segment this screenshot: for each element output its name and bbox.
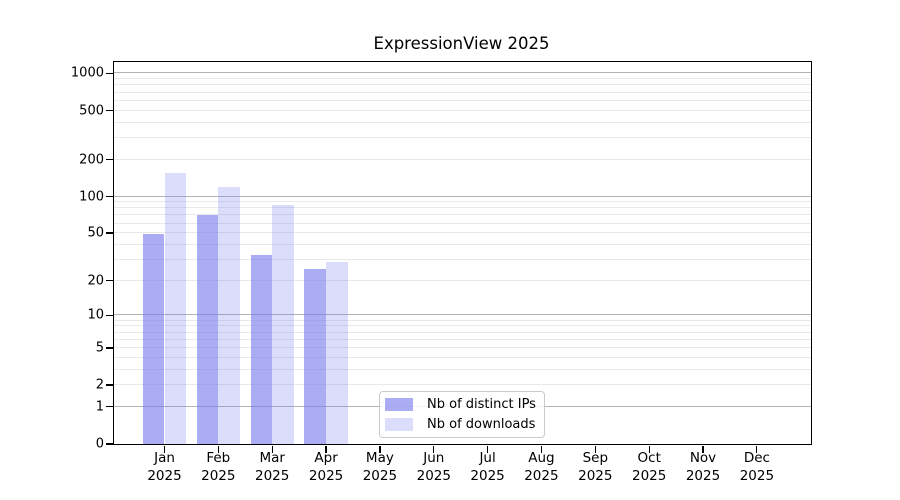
y-tick-mark-200 <box>105 158 113 161</box>
minor-gridline-70 <box>114 214 811 216</box>
y-tick-mark-10 <box>105 314 113 317</box>
major-gridline-100 <box>114 195 811 197</box>
y-tick-label-1000: 1000 <box>70 65 104 81</box>
y-tick-label-0: 0 <box>95 436 104 452</box>
minor-gridline-5 <box>114 346 811 348</box>
minor-gridline-60 <box>114 222 811 224</box>
minor-gridline-500 <box>114 109 811 111</box>
minor-gridline-80 <box>114 207 811 209</box>
y-tick-label-1: 1 <box>95 399 104 415</box>
y-tick-label-200: 200 <box>79 152 104 168</box>
x-tick-label-feb: Feb 2025 <box>201 450 236 484</box>
bar-feb-distinct-ips <box>196 215 219 444</box>
x-tick-mark-feb <box>217 445 219 453</box>
minor-gridline-700 <box>114 91 811 93</box>
y-tick-label-50: 50 <box>87 225 104 241</box>
minor-gridline-400 <box>114 121 811 123</box>
minor-gridline-50 <box>114 232 811 234</box>
y-tick-label-20: 20 <box>87 273 104 289</box>
minor-gridline-20 <box>114 279 811 281</box>
y-tick-mark-1000 <box>105 72 113 75</box>
y-tick-label-100: 100 <box>79 189 104 204</box>
y-tick-mark-1 <box>105 406 113 408</box>
y-tick-mark-100 <box>105 195 113 198</box>
x-tick-mark-nov <box>702 445 704 453</box>
y-tick-label-10: 10 <box>87 307 104 323</box>
x-tick-mark-mar <box>271 445 273 453</box>
minor-gridline-40 <box>114 243 811 245</box>
legend-item-downloads: Nb of downloads <box>385 418 544 431</box>
bar-feb-downloads <box>218 186 240 444</box>
minor-gridline-800 <box>114 84 811 86</box>
legend-label-distinct-ips: Nb of distinct IPs <box>427 397 536 412</box>
x-tick-mark-jan <box>163 445 166 453</box>
x-tick-mark-jul <box>486 445 489 453</box>
chart-title: ExpressionView 2025 <box>373 34 550 53</box>
x-tick-mark-sep <box>594 445 596 453</box>
minor-gridline-3 <box>114 368 811 370</box>
bar-mar-distinct-ips <box>250 254 273 444</box>
y-tick-mark-5 <box>105 347 113 349</box>
x-tick-label-apr: Apr 2025 <box>308 450 344 484</box>
bar-apr-distinct-ips <box>304 269 327 444</box>
minor-gridline-900 <box>114 78 811 80</box>
y-tick-mark-2 <box>105 384 113 386</box>
major-gridline-10 <box>114 314 811 316</box>
minor-gridline-200 <box>114 158 811 160</box>
plot-area: 0 1 2 5 10 20 50 100 200 500 1000 Jan 2025 Feb 2025 Ma… <box>71 61 812 484</box>
y-tick-label-500: 500 <box>79 103 104 119</box>
legend-swatch-downloads <box>385 418 413 431</box>
x-tick-label-may: May 2025 <box>362 450 398 484</box>
x-tick-label-nov: Nov 2025 <box>685 450 721 484</box>
minor-gridline-8 <box>114 325 811 327</box>
x-tick-label-jul: Jul 2025 <box>470 450 505 484</box>
minor-gridline-9 <box>114 319 811 321</box>
bar-jan-distinct-ips <box>142 234 165 444</box>
minor-gridline-30 <box>114 258 811 260</box>
y-tick-mark-0 <box>105 443 113 445</box>
y-tick-mark-500 <box>105 109 113 112</box>
bar-jan-downloads <box>164 173 187 444</box>
x-tick-mark-apr <box>325 445 327 453</box>
x-tick-mark-dec <box>756 445 758 453</box>
legend-swatch-distinct-ips <box>385 398 413 411</box>
x-tick-label-sep: Sep 2025 <box>578 450 613 484</box>
x-tick-mark-jun <box>433 445 435 453</box>
legend-label-downloads: Nb of downloads <box>427 417 536 432</box>
legend: Nb of distinct IPs Nb of downloads <box>379 391 545 438</box>
minor-gridline-90 <box>114 201 811 203</box>
x-tick-mark-aug <box>540 445 543 453</box>
x-tick-label-oct: Oct 2025 <box>632 450 667 484</box>
x-tick-mark-may <box>379 445 381 453</box>
bar-mar-downloads <box>272 205 294 444</box>
minor-gridline-300 <box>114 136 811 138</box>
x-tick-label-aug: Aug 2025 <box>524 450 559 484</box>
x-tick-label-jun: Jun 2025 <box>416 450 451 484</box>
y-tick-label-2: 2 <box>95 377 104 393</box>
y-tick-label-5: 5 <box>95 340 104 356</box>
minor-gridline-7 <box>114 331 811 333</box>
y-tick-mark-20 <box>105 280 113 282</box>
x-tick-label-mar: Mar 2025 <box>255 450 290 484</box>
minor-gridline-4 <box>114 356 811 358</box>
minor-gridline-2 <box>114 384 811 386</box>
x-tick-label-dec: Dec 2025 <box>739 450 775 484</box>
bar-apr-downloads <box>326 261 348 444</box>
legend-item-distinct-ips: Nb of distinct IPs <box>385 398 544 411</box>
major-gridline-1000 <box>114 72 811 74</box>
minor-gridline-600 <box>114 99 811 101</box>
x-tick-label-jan: Jan 2025 <box>147 450 182 484</box>
x-tick-mark-oct <box>648 445 650 453</box>
y-tick-mark-50 <box>105 232 113 234</box>
minor-gridline-6 <box>114 338 811 340</box>
